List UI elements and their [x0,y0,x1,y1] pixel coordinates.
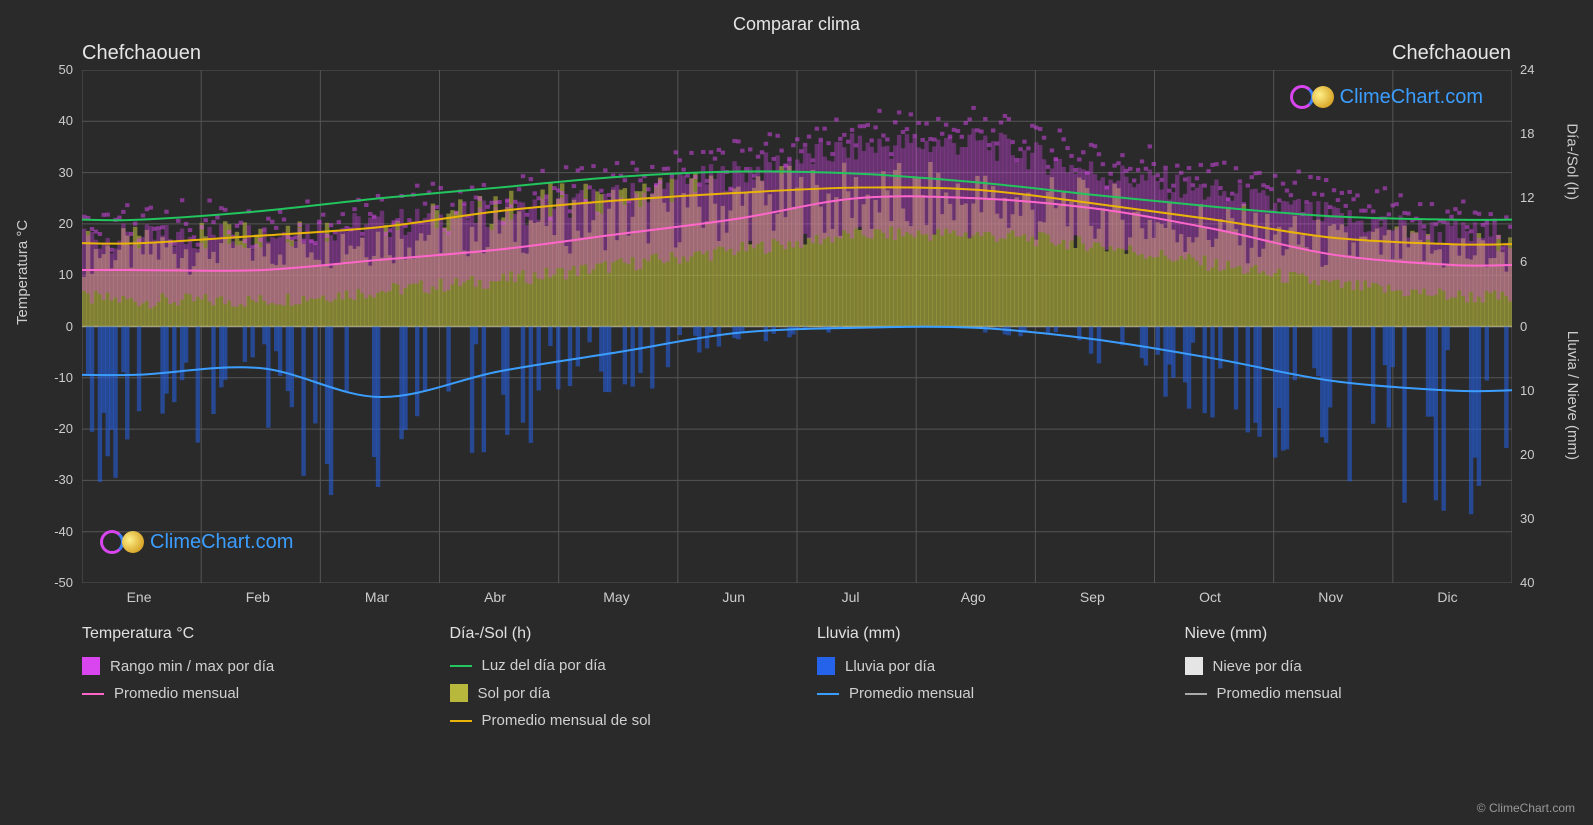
logo-sun-icon [122,531,144,553]
legend-swatch-rect [450,684,468,702]
y-left-tick: -10 [33,370,73,385]
y-left-tick: 30 [33,165,73,180]
logo-c-icon [1290,85,1314,109]
month-label: Feb [246,589,270,605]
y-left-tick: -40 [33,524,73,539]
copyright: © ClimeChart.com [1477,801,1575,815]
legend-label: Lluvia por día [845,658,935,675]
watermark-text: ClimeChart.com [150,531,293,554]
climate-chart: Comparar clima Chefchaouen Chefchaouen T… [0,0,1593,825]
y-right-bottom-tick: 20 [1520,447,1534,462]
y-right-bottom-tick: 40 [1520,575,1534,590]
y-left-tick: -50 [33,575,73,590]
location-label-left: Chefchaouen [82,42,201,65]
legend-swatch-line [450,665,472,667]
y-axis-right-top-label: Día-/Sol (h) [1564,123,1581,200]
y-right-top-tick: 6 [1520,254,1527,269]
month-label: Ene [127,589,152,605]
legend: Temperatura °C Rango min / max por día Pro… [82,625,1512,739]
legend-header: Lluvia (mm) [817,625,1145,643]
legend-label: Sol por día [478,685,551,702]
legend-item: Lluvia por día [817,657,1145,675]
month-label: Dic [1437,589,1457,605]
legend-header: Temperatura °C [82,625,410,643]
legend-swatch-line [450,720,472,722]
month-label: Oct [1199,589,1221,605]
month-label: Mar [365,589,389,605]
month-label: May [603,589,629,605]
month-label: Sep [1080,589,1105,605]
watermark-text: ClimeChart.com [1340,86,1483,109]
y-axis-left-label: Temperatura °C [14,220,31,325]
y-right-top-tick: 24 [1520,62,1534,77]
y-right-top-tick: 18 [1520,126,1534,141]
chart-svg [82,70,1512,583]
y-right-bottom-tick: 10 [1520,383,1534,398]
y-left-tick: 50 [33,62,73,77]
legend-item: Promedio mensual [82,685,410,702]
legend-swatch-rect [1185,657,1203,675]
legend-item: Sol por día [450,684,778,702]
legend-item: Promedio mensual [1185,685,1513,702]
legend-label: Luz del día por día [482,657,606,674]
legend-item: Luz del día por día [450,657,778,674]
month-label: Ago [961,589,986,605]
legend-swatch-line [82,693,104,695]
legend-label: Promedio mensual [849,685,974,702]
month-label: Nov [1318,589,1343,605]
y-left-tick: 40 [33,113,73,128]
legend-swatch-rect [82,657,100,675]
legend-label: Promedio mensual [1217,685,1342,702]
legend-label: Promedio mensual de sol [482,712,651,729]
plot-area [82,70,1512,583]
logo-sun-icon [1312,86,1334,108]
y-right-top-tick: 12 [1520,190,1534,205]
legend-swatch-line [817,693,839,695]
y-left-tick: 10 [33,267,73,282]
legend-swatch-line [1185,693,1207,695]
month-label: Abr [484,589,506,605]
chart-title: Comparar clima [0,0,1593,35]
month-label: Jul [842,589,860,605]
legend-header: Nieve (mm) [1185,625,1513,643]
month-label: Jun [722,589,745,605]
watermark-bottom: ClimeChart.com [100,530,293,554]
legend-item: Promedio mensual [817,685,1145,702]
legend-column: Nieve (mm) Nieve por día Promedio mensual [1185,625,1513,739]
legend-label: Rango min / max por día [110,658,274,675]
logo-c-icon [100,530,124,554]
legend-item: Rango min / max por día [82,657,410,675]
y-left-tick: -20 [33,421,73,436]
legend-label: Promedio mensual [114,685,239,702]
legend-swatch-rect [817,657,835,675]
legend-item: Promedio mensual de sol [450,712,778,729]
y-left-tick: 20 [33,216,73,231]
y-left-tick: 0 [33,319,73,334]
legend-item: Nieve por día [1185,657,1513,675]
legend-header: Día-/Sol (h) [450,625,778,643]
y-right-top-tick: 0 [1520,319,1527,334]
watermark-top: ClimeChart.com [1290,85,1483,109]
legend-column: Temperatura °C Rango min / max por día Pro… [82,625,410,739]
y-right-bottom-tick: 30 [1520,511,1534,526]
legend-column: Lluvia (mm) Lluvia por día Promedio mensua… [817,625,1145,739]
y-axis-right-bottom-label: Lluvia / Nieve (mm) [1564,331,1581,460]
legend-label: Nieve por día [1213,658,1302,675]
y-left-tick: -30 [33,472,73,487]
legend-column: Día-/Sol (h) Luz del día por día Sol por d… [450,625,778,739]
location-label-right: Chefchaouen [1392,42,1511,65]
